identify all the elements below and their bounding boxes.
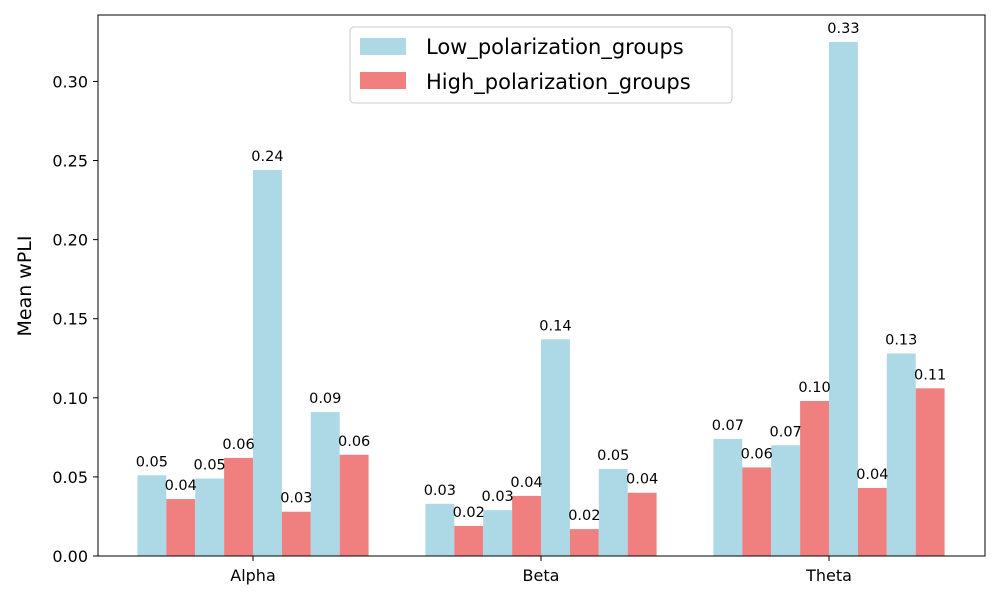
y-tick-label: 0.25: [52, 152, 88, 171]
x-tick-label-theta: Theta: [805, 566, 852, 585]
bar-beta-3: [512, 495, 541, 556]
y-tick-label: 0.30: [52, 72, 88, 91]
bar-beta-0: [425, 503, 455, 556]
bar-value-label: 0.03: [280, 491, 312, 507]
bar-alpha-4: [253, 170, 282, 556]
bar-theta-7: [915, 388, 945, 556]
bar-value-label: 0.13: [885, 333, 917, 349]
bar-alpha-6: [310, 412, 340, 556]
bar-value-label: 0.24: [251, 149, 283, 165]
y-tick-label: 0.20: [52, 231, 88, 250]
bar-theta-2: [771, 445, 801, 556]
bar-value-label: 0.06: [741, 446, 773, 462]
bar-beta-5: [569, 529, 599, 556]
bar-alpha-2: [195, 478, 225, 556]
bar-value-label: 0.05: [194, 457, 226, 473]
bar-beta-6: [598, 469, 628, 556]
bar-beta-1: [454, 525, 484, 556]
bar-value-label: 0.04: [165, 478, 197, 494]
bar-theta-0: [713, 438, 743, 556]
bar-value-label: 0.06: [338, 434, 370, 450]
bar-value-label: 0.11: [914, 367, 946, 383]
bar-value-label: 0.02: [568, 508, 600, 524]
bar-beta-2: [483, 510, 513, 556]
bar-value-label: 0.04: [510, 475, 542, 491]
bar-value-label: 0.04: [856, 467, 888, 483]
legend-label-low: Low_polarization_groups: [426, 35, 684, 60]
bar-theta-3: [800, 400, 829, 556]
bar-alpha-7: [339, 454, 369, 556]
y-axis-title: Mean wPLI: [14, 236, 36, 337]
bar-value-label: 0.09: [309, 391, 341, 407]
legend-swatch-high: [360, 72, 406, 89]
bar-alpha-5: [281, 511, 311, 556]
legend-swatch-low: [360, 38, 406, 55]
bars-layer: [137, 41, 945, 556]
bar-value-label: 0.10: [798, 380, 830, 396]
bar-value-label: 0.04: [626, 472, 658, 488]
bar-beta-4: [541, 339, 570, 556]
bar-theta-4: [829, 41, 858, 556]
y-tick-label: 0.05: [52, 468, 88, 487]
bar-alpha-1: [166, 499, 196, 556]
axes-layer: 0.00 0.05 0.10 0.15 0.20 0.25 0.30 Alpha Beta The…: [52, 14, 986, 585]
bar-theta-6: [886, 353, 916, 556]
legend-frame: [349, 26, 733, 104]
bar-value-label: 0.07: [770, 424, 802, 440]
y-tick-label: 0.00: [52, 547, 88, 566]
legend: Low_polarization_groups High_polarizatio…: [349, 26, 733, 104]
bar-value-label: 0.07: [712, 418, 744, 434]
bar-value-label: 0.03: [482, 489, 514, 505]
bar-beta-7: [627, 492, 657, 556]
bar-value-label: 0.05: [597, 448, 629, 464]
bar-value-label: 0.05: [136, 454, 168, 470]
bar-value-label: 0.06: [222, 437, 254, 453]
bar-theta-1: [742, 467, 772, 556]
bar-value-label: 0.33: [827, 21, 859, 37]
x-tick-label-alpha: Alpha: [230, 566, 276, 585]
y-tick-label: 0.10: [52, 389, 88, 408]
x-tick-label-beta: Beta: [523, 566, 560, 585]
bar-value-label: 0.02: [453, 505, 485, 521]
bar-value-label: 0.03: [424, 483, 456, 499]
y-tick-label: 0.15: [52, 310, 88, 329]
bar-theta-5: [857, 487, 887, 556]
bar-value-label: 0.14: [539, 318, 571, 334]
bar-labels-layer: 0.050.040.050.060.240.030.090.060.030.02…: [136, 21, 947, 524]
legend-label-high: High_polarization_groups: [426, 70, 691, 95]
bar-alpha-0: [137, 475, 167, 556]
bar-alpha-3: [224, 457, 253, 556]
